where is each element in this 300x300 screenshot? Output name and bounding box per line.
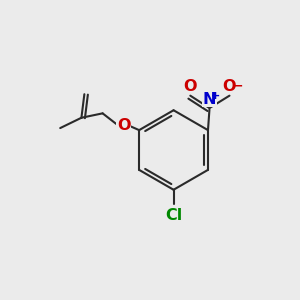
Text: N: N [203, 92, 216, 106]
Text: Cl: Cl [165, 208, 182, 223]
Text: −: − [233, 80, 244, 93]
Text: O: O [117, 118, 130, 133]
Text: O: O [184, 79, 197, 94]
Text: +: + [211, 91, 220, 101]
Text: O: O [223, 79, 236, 94]
